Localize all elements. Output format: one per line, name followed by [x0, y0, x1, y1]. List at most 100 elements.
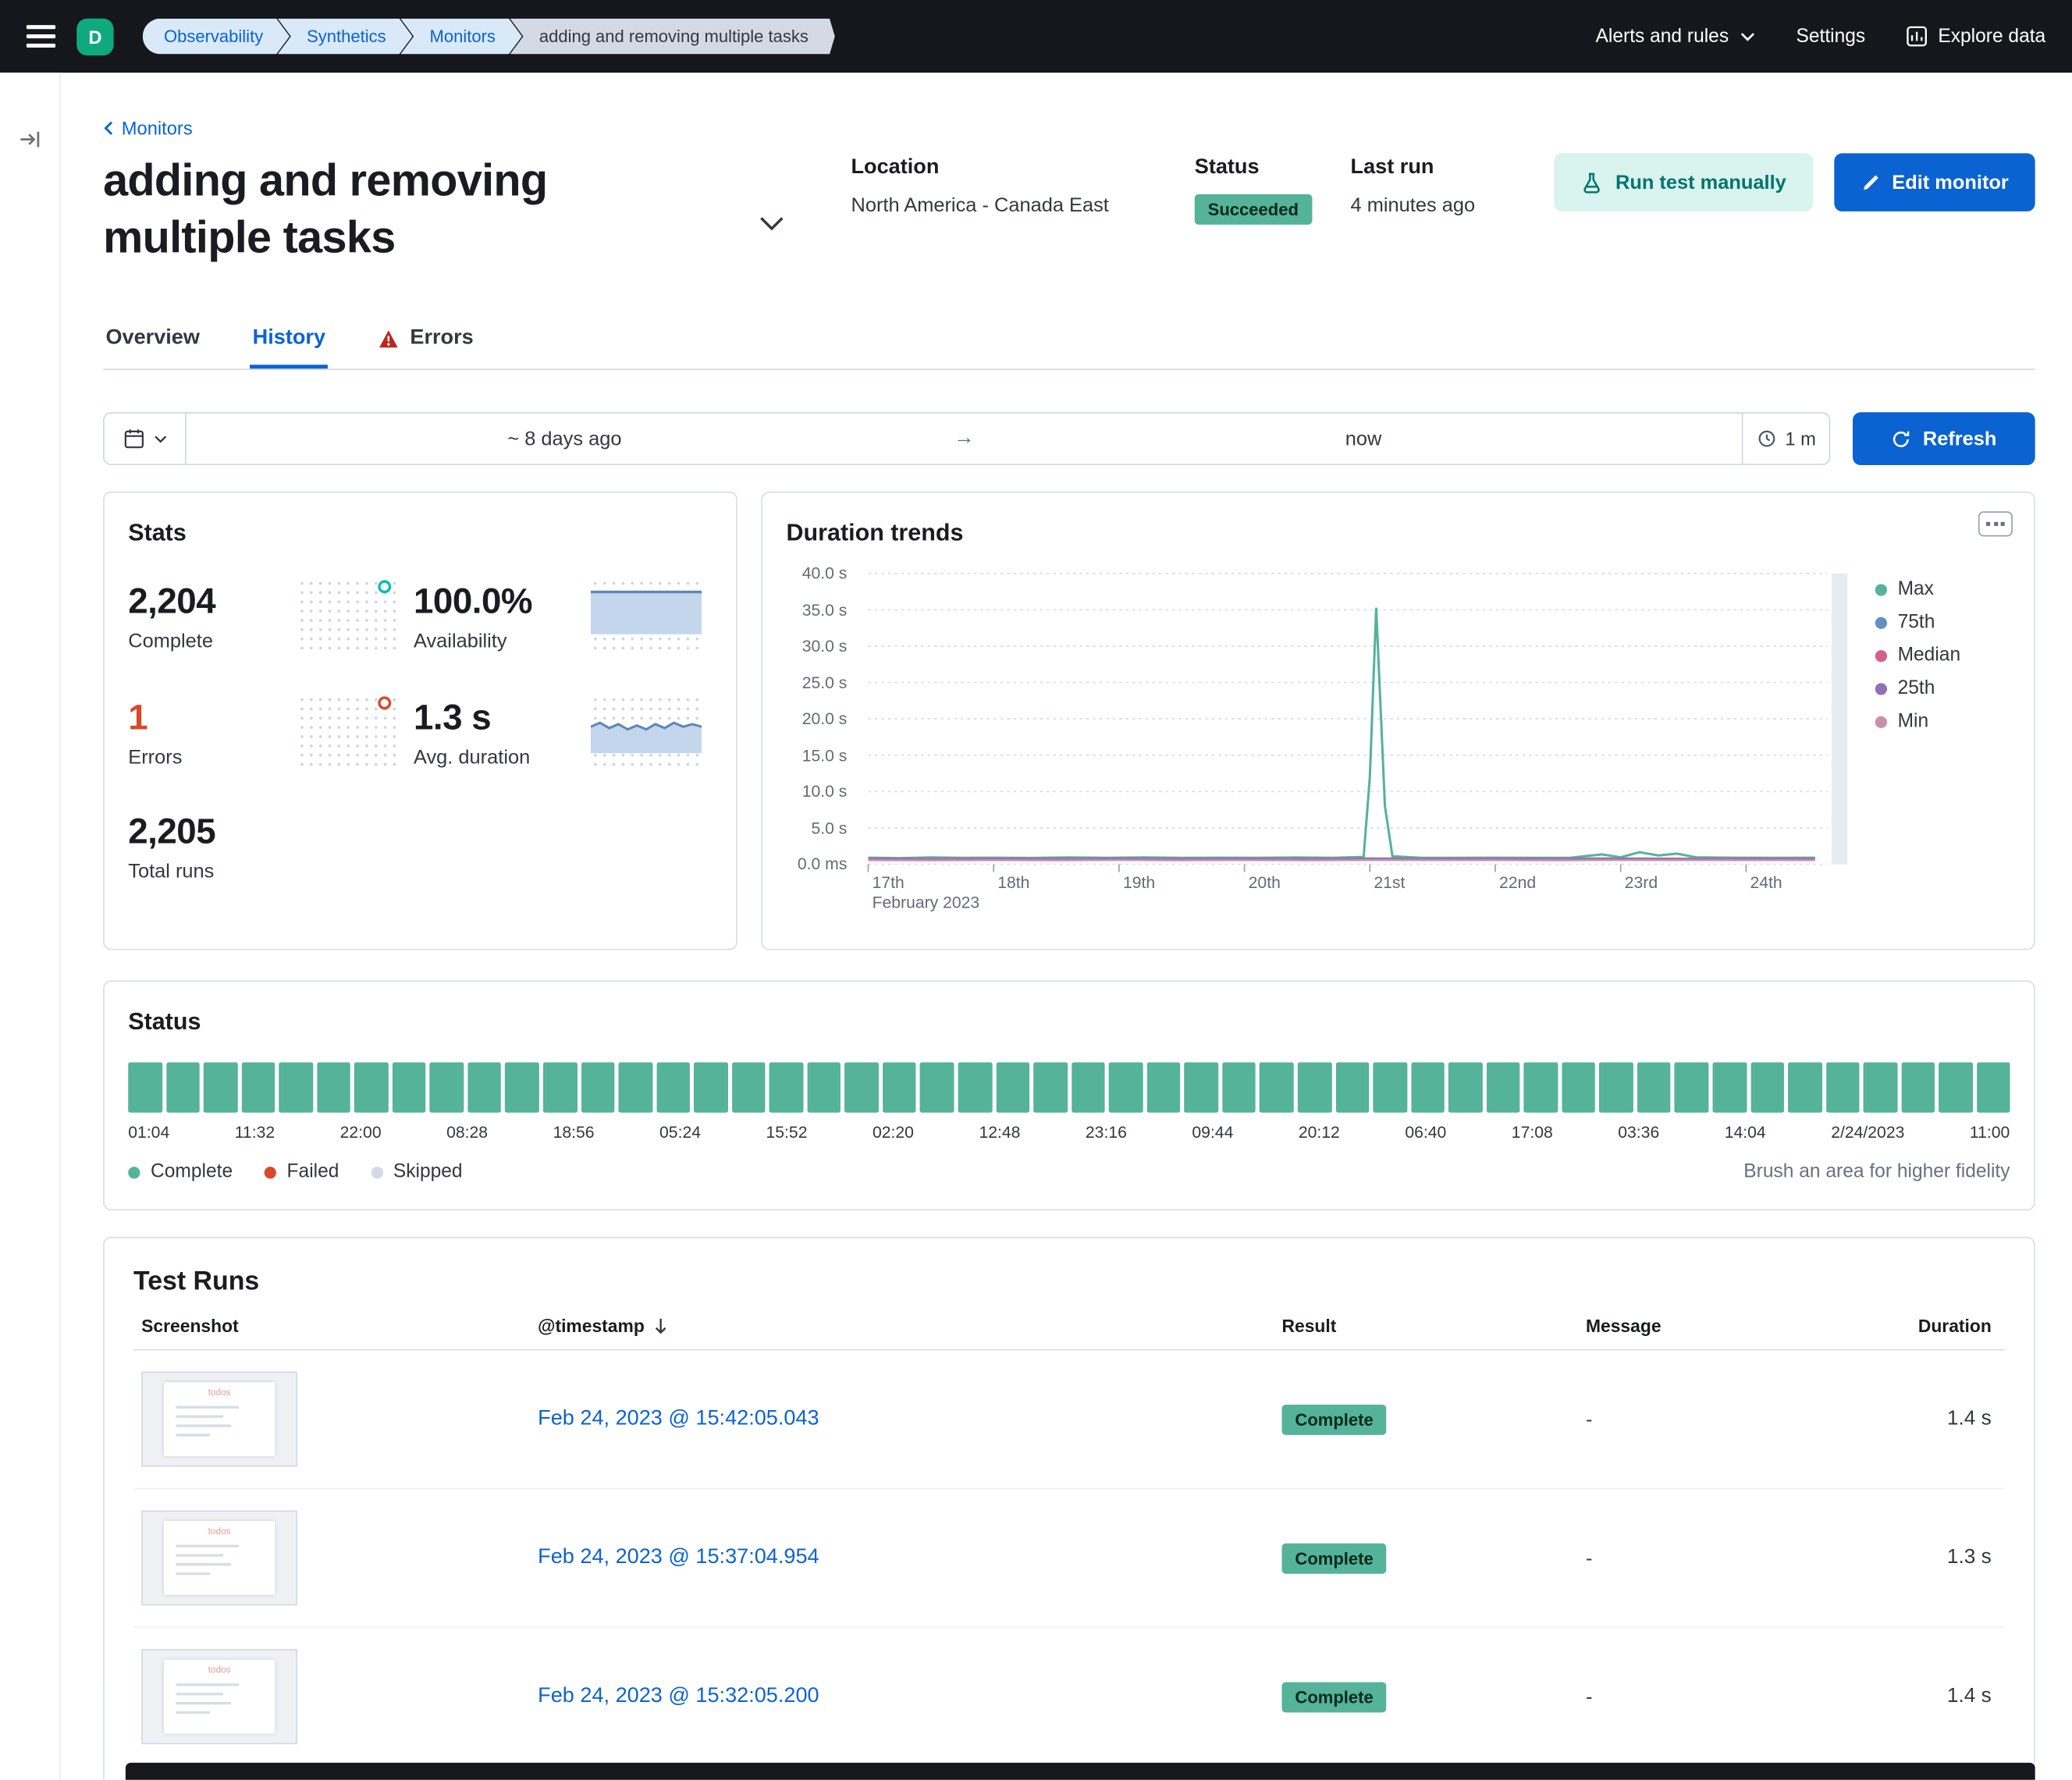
status-bar-segment[interactable]: [1373, 1062, 1407, 1113]
status-bar-segment[interactable]: [1562, 1062, 1596, 1113]
screenshot-thumbnail[interactable]: todos: [141, 1510, 297, 1606]
status-bar-segment[interactable]: [279, 1062, 313, 1113]
status-bar-segment[interactable]: [581, 1062, 615, 1113]
status-bar-segment[interactable]: [1788, 1062, 1822, 1113]
settings-link[interactable]: Settings: [1796, 26, 1865, 47]
column-timestamp[interactable]: @timestamp: [538, 1316, 1281, 1336]
tab-errors[interactable]: Errors: [375, 313, 476, 368]
warning-icon: [379, 329, 399, 347]
status-bar-segment[interactable]: [1523, 1062, 1558, 1113]
menu-icon[interactable]: [26, 25, 56, 48]
status-bar-segment[interactable]: [165, 1062, 200, 1113]
status-bar-segment[interactable]: [1863, 1062, 1898, 1113]
status-bar-segment[interactable]: [1712, 1062, 1747, 1113]
status-legend-skipped[interactable]: Skipped: [371, 1161, 463, 1183]
status-bar-segment[interactable]: [1260, 1062, 1294, 1113]
expand-nav-icon[interactable]: [19, 128, 41, 151]
legend-item-25th[interactable]: 25th: [1875, 678, 2007, 699]
legend-item-min[interactable]: Min: [1875, 711, 2007, 732]
breadcrumb-item-4[interactable]: adding and removing multiple tasks: [510, 19, 835, 55]
status-bar-segment[interactable]: [505, 1062, 539, 1113]
status-bar-segment[interactable]: [392, 1062, 426, 1113]
status-bar-segment[interactable]: [769, 1062, 804, 1113]
run-test-manually-button[interactable]: Run test manually: [1555, 153, 1813, 211]
tab-overview[interactable]: Overview: [103, 313, 202, 368]
space-avatar[interactable]: D: [76, 17, 114, 55]
stat-complete: 2,204 Complete: [128, 581, 294, 652]
status-bar-segment[interactable]: [1222, 1062, 1256, 1113]
status-bar-segment[interactable]: [1675, 1062, 1709, 1113]
status-bar-segment[interactable]: [694, 1062, 728, 1113]
arrow-right-icon: →: [953, 426, 975, 449]
status-bar-segment[interactable]: [1109, 1062, 1143, 1113]
tab-history[interactable]: History: [250, 313, 328, 368]
result-badge: Complete: [1281, 1681, 1387, 1712]
status-bar-segment[interactable]: [354, 1062, 389, 1113]
status-bar-segment[interactable]: [1976, 1062, 2011, 1113]
status-bar-segment[interactable]: [1033, 1062, 1068, 1113]
status-bar-segment[interactable]: [807, 1062, 841, 1113]
status-legend-complete[interactable]: Complete: [128, 1161, 233, 1183]
status-bar-segment[interactable]: [1184, 1062, 1218, 1113]
status-bar-segment[interactable]: [1901, 1062, 1935, 1113]
test-runs-panel: Test Runs Screenshot @timestamp Result M…: [103, 1236, 2035, 1780]
screenshot-thumbnail[interactable]: todos: [141, 1371, 297, 1467]
date-range-end[interactable]: now: [1345, 427, 1382, 450]
status-bar-segment[interactable]: [731, 1062, 766, 1113]
alerts-and-rules-menu[interactable]: Alerts and rules: [1596, 26, 1757, 47]
panel-options-button[interactable]: [1978, 511, 2013, 537]
svg-text:17th: 17th: [873, 874, 905, 892]
status-bar-segment[interactable]: [1297, 1062, 1331, 1113]
status-bar-segment[interactable]: [1335, 1062, 1370, 1113]
status-bar-segment[interactable]: [203, 1062, 238, 1113]
date-range-start[interactable]: ~ 8 days ago: [507, 427, 622, 450]
breadcrumb-item-1[interactable]: Observability: [143, 19, 290, 55]
status-bar-segment[interactable]: [542, 1062, 578, 1113]
quick-select-button[interactable]: [104, 414, 187, 464]
breadcrumb-item-2[interactable]: Synthetics: [278, 19, 413, 55]
status-bar-segment[interactable]: [1448, 1062, 1483, 1113]
status-bar-segment[interactable]: [1599, 1062, 1633, 1113]
edit-monitor-label: Edit monitor: [1892, 171, 2009, 194]
screenshot-thumbnail[interactable]: todos: [141, 1649, 297, 1745]
horizontal-scrollbar[interactable]: [125, 1762, 2035, 1780]
status-bar-segment[interactable]: [883, 1062, 917, 1113]
status-bar-segment[interactable]: [996, 1062, 1030, 1113]
refresh-button[interactable]: Refresh: [1853, 412, 2035, 466]
status-legend-failed[interactable]: Failed: [264, 1161, 339, 1183]
status-bar-segment[interactable]: [1750, 1062, 1785, 1113]
duration-trends-panel: Duration trends 40.0 s 35.0 s 30.0 s 25.0 s…: [761, 491, 2035, 950]
status-bar-segment[interactable]: [128, 1062, 162, 1113]
timeline-tick-label: 11:00: [1969, 1123, 2010, 1142]
test-run-timestamp-link[interactable]: Feb 24, 2023 @ 15:37:04.954: [538, 1546, 819, 1569]
test-run-timestamp-link[interactable]: Feb 24, 2023 @ 15:42:05.043: [538, 1407, 819, 1430]
status-bar-segment[interactable]: [1825, 1062, 1860, 1113]
back-to-monitors-link[interactable]: Monitors: [103, 118, 193, 139]
status-bar-segment[interactable]: [920, 1062, 954, 1113]
breadcrumb-item-3[interactable]: Monitors: [400, 19, 522, 55]
status-bar-segment[interactable]: [1146, 1062, 1181, 1113]
status-bar-segment[interactable]: [1410, 1062, 1445, 1113]
status-bar-segment[interactable]: [1939, 1062, 1973, 1113]
status-bar-segment[interactable]: [429, 1062, 464, 1113]
test-run-timestamp-link[interactable]: Feb 24, 2023 @ 15:32:05.200: [538, 1684, 819, 1707]
status-bar-segment[interactable]: [316, 1062, 351, 1113]
status-bar-segment[interactable]: [241, 1062, 275, 1113]
status-bar-segment[interactable]: [467, 1062, 502, 1113]
legend-item-median[interactable]: Median: [1875, 645, 2007, 666]
legend-label: Min: [1897, 710, 1929, 733]
status-bar-segment[interactable]: [1637, 1062, 1672, 1113]
status-bar-segment[interactable]: [618, 1062, 652, 1113]
status-bar-segment[interactable]: [1486, 1062, 1520, 1113]
status-bar-segment[interactable]: [656, 1062, 691, 1113]
refresh-interval-button[interactable]: 1 m: [1741, 414, 1829, 464]
status-bar-segment[interactable]: [958, 1062, 992, 1113]
legend-dot-icon: [1875, 715, 1888, 728]
legend-item-max[interactable]: Max: [1875, 579, 2007, 600]
explore-data-link[interactable]: Explore data: [1905, 25, 2045, 48]
status-bar-segment[interactable]: [844, 1062, 879, 1113]
status-bar-segment[interactable]: [1071, 1062, 1105, 1113]
edit-monitor-button[interactable]: Edit monitor: [1833, 153, 2035, 211]
legend-item-75th[interactable]: 75th: [1875, 612, 2007, 633]
title-chevron-down-icon[interactable]: [759, 214, 785, 237]
